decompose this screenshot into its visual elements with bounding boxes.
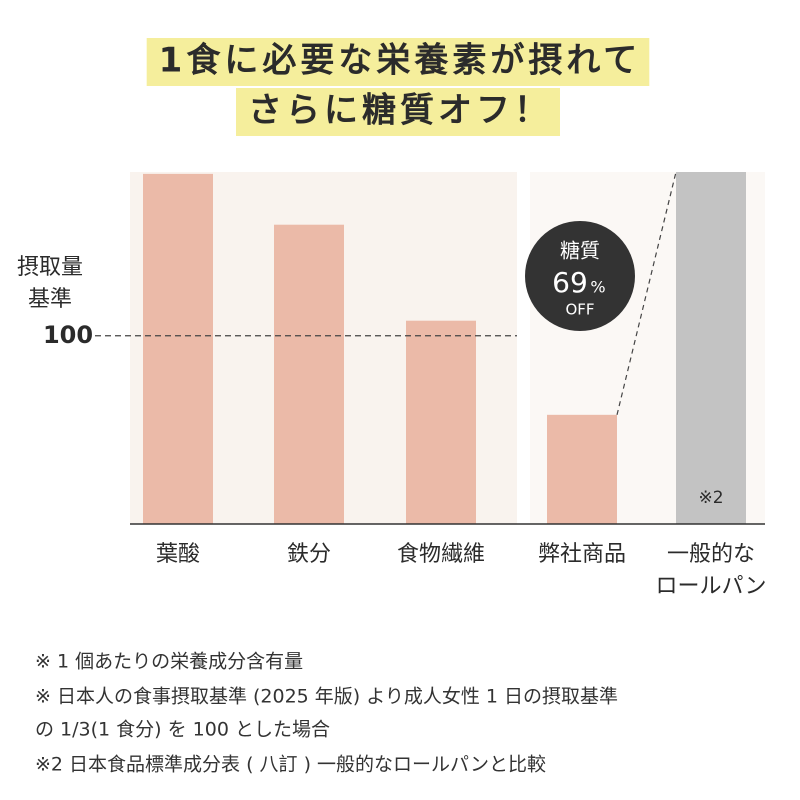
x-tick-label: 一般的なロールパン xyxy=(655,542,766,599)
x-tick-label-line: ロールパン xyxy=(655,574,766,599)
x-tick-label: 鉄分 xyxy=(287,542,331,567)
title-highlight xyxy=(236,88,560,136)
footnote: ※ 日本人の食事摂取基準 (2025 年版) より成人女性 1 日の摂取基準 xyxy=(35,686,618,708)
bar-note: ※2 xyxy=(698,488,723,508)
reference-label: 100 xyxy=(43,321,93,349)
footnote: の 1/3(1 食分) を 100 とした場合 xyxy=(35,719,330,741)
chart-title: さらに糖質オフ！ xyxy=(248,91,552,131)
bar xyxy=(406,320,476,524)
badge-label: 糖質 xyxy=(560,239,600,263)
bar xyxy=(547,414,617,524)
chart-title: 1食に必要な栄養素が摂れて xyxy=(159,41,642,81)
badge-unit: % xyxy=(590,278,605,297)
badge-suffix: OFF xyxy=(565,301,594,319)
x-tick-label-line: 一般的な xyxy=(667,542,755,567)
badge-value: 69 xyxy=(552,266,588,299)
footnote: ※2 日本食品標準成分表 ( 八訂 ) 一般的なロールパンと比較 xyxy=(35,754,546,776)
reference-title: 基準 xyxy=(28,287,72,312)
title-highlight xyxy=(146,38,650,86)
x-tick-label: 食物繊維 xyxy=(397,542,485,567)
footnote: ※ 1 個あたりの栄養成分含有量 xyxy=(35,651,303,673)
bar xyxy=(143,173,213,524)
bar xyxy=(676,172,746,524)
x-tick-label: 弊社商品 xyxy=(538,542,626,567)
bar xyxy=(274,224,344,525)
x-tick-label: 葉酸 xyxy=(156,542,200,567)
badge xyxy=(525,221,635,331)
connector xyxy=(616,171,677,415)
reference-title: 摂取量 xyxy=(17,255,83,280)
